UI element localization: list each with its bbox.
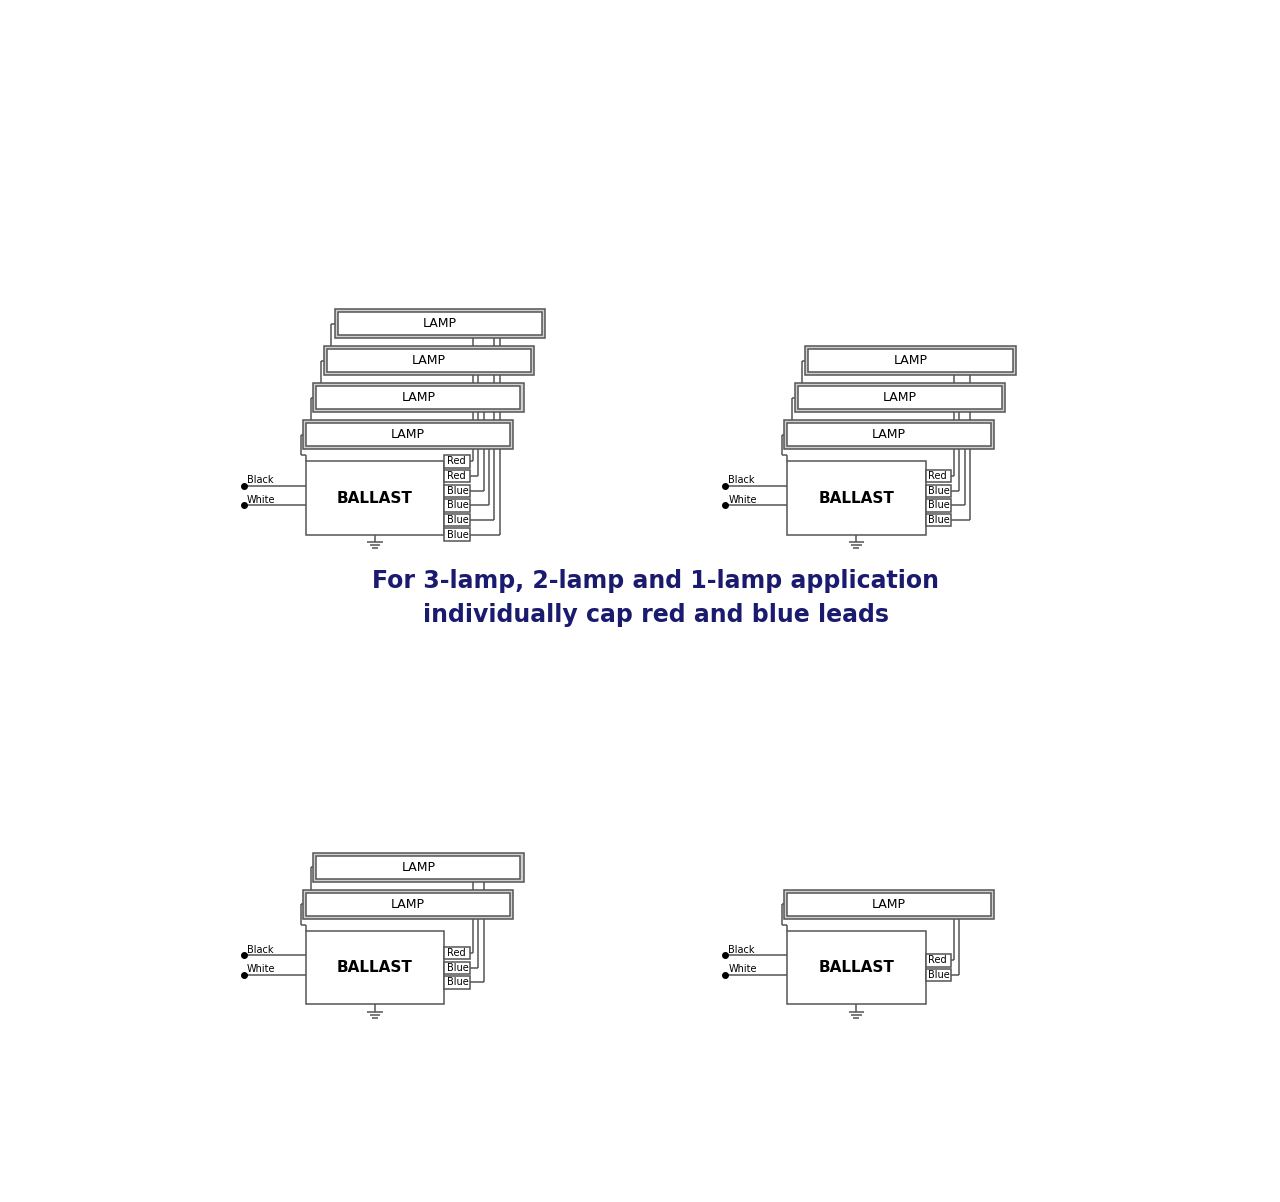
Bar — [797, 386, 1002, 409]
Bar — [302, 419, 513, 450]
Text: LAMP: LAMP — [402, 861, 435, 874]
Text: Blue: Blue — [447, 977, 468, 987]
Bar — [925, 954, 951, 966]
Bar — [335, 309, 545, 338]
Bar — [338, 313, 541, 335]
Bar — [783, 889, 995, 918]
Bar — [444, 484, 470, 496]
Text: Black: Black — [247, 945, 274, 954]
Bar — [316, 856, 521, 879]
Text: Blue: Blue — [447, 514, 468, 525]
Text: Blue: Blue — [447, 486, 468, 495]
Text: Blue: Blue — [447, 963, 468, 972]
Bar — [444, 513, 470, 526]
Bar — [787, 462, 925, 535]
Text: Blue: Blue — [928, 486, 950, 495]
Bar — [314, 383, 524, 412]
Text: LAMP: LAMP — [872, 898, 906, 911]
Bar — [444, 456, 470, 468]
Bar — [925, 513, 951, 526]
Text: LAMP: LAMP — [883, 391, 916, 404]
Text: Blue: Blue — [928, 500, 950, 511]
Bar — [302, 889, 513, 918]
Text: Blue: Blue — [928, 514, 950, 525]
Text: Red: Red — [447, 471, 465, 481]
Bar — [306, 423, 509, 446]
Text: For 3-lamp, 2-lamp and 1-lamp application
individually cap red and blue leads: For 3-lamp, 2-lamp and 1-lamp applicatio… — [372, 569, 940, 626]
Bar — [328, 349, 531, 373]
Bar — [809, 349, 1012, 373]
Bar — [306, 893, 509, 916]
Bar — [925, 499, 951, 512]
Text: Red: Red — [447, 948, 465, 958]
Bar — [444, 947, 470, 959]
Text: LAMP: LAMP — [872, 428, 906, 441]
Text: LAMP: LAMP — [390, 428, 425, 441]
Bar — [925, 969, 951, 981]
Bar — [314, 852, 524, 882]
Text: White: White — [247, 494, 275, 505]
Text: LAMP: LAMP — [412, 355, 447, 367]
Text: BALLAST: BALLAST — [818, 490, 895, 506]
Text: Blue: Blue — [928, 970, 950, 980]
Bar — [444, 499, 470, 512]
Bar — [925, 484, 951, 496]
Bar — [925, 470, 951, 482]
Text: LAMP: LAMP — [390, 898, 425, 911]
Text: Black: Black — [728, 475, 755, 484]
Text: BALLAST: BALLAST — [337, 490, 413, 506]
Bar — [783, 419, 995, 450]
Text: LAMP: LAMP — [893, 355, 928, 367]
Text: Blue: Blue — [447, 530, 468, 540]
Bar — [787, 423, 991, 446]
Bar — [444, 976, 470, 988]
Text: Blue: Blue — [447, 500, 468, 511]
Text: White: White — [728, 494, 756, 505]
Bar — [787, 932, 925, 1005]
Bar — [444, 470, 470, 482]
Bar — [324, 346, 534, 375]
Bar — [444, 529, 470, 541]
Text: Red: Red — [447, 457, 465, 466]
Text: Red: Red — [928, 956, 946, 965]
Bar — [306, 462, 444, 535]
Text: LAMP: LAMP — [402, 391, 435, 404]
Bar — [444, 962, 470, 974]
Text: BALLAST: BALLAST — [818, 960, 895, 975]
Bar — [805, 346, 1015, 375]
Text: LAMP: LAMP — [422, 317, 457, 331]
Text: Black: Black — [728, 945, 755, 954]
Text: White: White — [247, 964, 275, 975]
Bar — [787, 893, 991, 916]
Bar — [306, 932, 444, 1005]
Text: BALLAST: BALLAST — [337, 960, 413, 975]
Bar — [316, 386, 521, 409]
Text: Black: Black — [247, 475, 274, 484]
Text: Red: Red — [928, 471, 946, 481]
Bar — [795, 383, 1005, 412]
Text: White: White — [728, 964, 756, 975]
